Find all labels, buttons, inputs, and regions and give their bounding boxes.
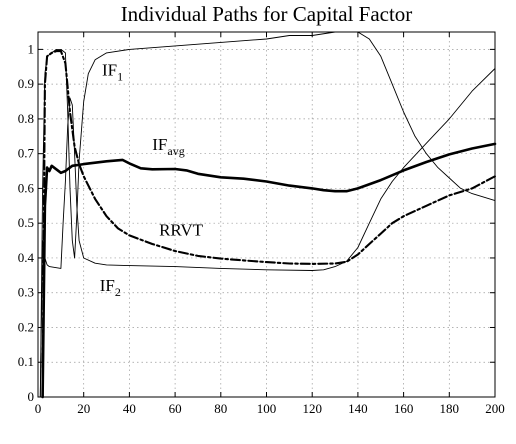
- axis-ticks: 0 20 40 60 80 100 120 140 160 180 200 0 0.1 0.2 0.3 0.4…: [18, 32, 505, 416]
- x-tick-label: 160: [394, 401, 414, 416]
- x-tick-label: 20: [77, 401, 90, 416]
- x-tick-label: 100: [257, 401, 277, 416]
- series-line-rrvt: [41, 50, 497, 399]
- series-line-ifavg: [41, 142, 497, 399]
- y-tick-label: 0.4: [18, 250, 35, 265]
- y-tick-label: 0.7: [18, 146, 35, 161]
- x-tick-label: 40: [123, 401, 136, 416]
- annotation-rrvt: RRVT: [159, 220, 204, 239]
- y-tick-label: 0.8: [18, 111, 34, 126]
- x-tick-label: 80: [214, 401, 227, 416]
- x-tick-label: 180: [440, 401, 460, 416]
- series-line-if1: [39, 31, 496, 398]
- x-tick-label: 140: [348, 401, 368, 416]
- y-tick-label: 0.9: [18, 76, 34, 91]
- y-tick-label: 0.1: [18, 354, 34, 369]
- y-tick-label: 0.5: [18, 215, 34, 230]
- y-tick-label: 0: [28, 389, 35, 404]
- y-tick-label: 0.2: [18, 319, 34, 334]
- annotations: IF1 IFavg RRVT IF2: [100, 60, 204, 299]
- x-tick-label: 120: [302, 401, 322, 416]
- x-tick-label: 200: [485, 401, 505, 416]
- series-line-if2: [39, 68, 496, 398]
- y-tick-label: 0.3: [18, 285, 34, 300]
- annotation-if1: IF1: [102, 60, 123, 83]
- x-tick-label: 0: [35, 401, 42, 416]
- annotation-ifavg: IFavg: [152, 135, 184, 158]
- chart-title: Individual Paths for Capital Factor: [121, 2, 413, 26]
- series-layer: [39, 31, 497, 399]
- annotation-if2: IF2: [100, 276, 121, 299]
- x-tick-label: 60: [169, 401, 182, 416]
- y-tick-label: 1: [28, 41, 35, 56]
- y-tick-label: 0.6: [18, 180, 35, 195]
